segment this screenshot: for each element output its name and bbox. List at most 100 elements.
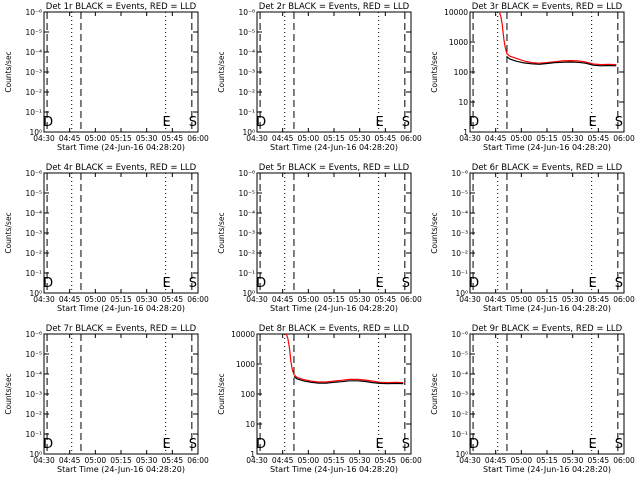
y-tick-label: 10⁻² bbox=[451, 249, 468, 258]
chart-panel: Det 3r BLACK = Events, RED = LLD 04:30 04:… bbox=[430, 2, 635, 152]
y-tick-label: 10⁻⁶ bbox=[25, 169, 42, 178]
y-axis-label: Counts/sec bbox=[217, 212, 226, 253]
plot-frame bbox=[469, 11, 625, 133]
x-tick-label: 04:30 bbox=[459, 456, 481, 465]
y-tick-label: 1000 bbox=[449, 38, 468, 47]
y-tick-label: 1000 bbox=[236, 360, 255, 369]
x-tick-label: 04:30 bbox=[459, 134, 481, 143]
x-tick-label: 05:30 bbox=[562, 134, 584, 143]
x-tick-label: 04:45 bbox=[59, 456, 81, 465]
x-axis-label: Start Time (24-Jun-16 04:28:20) bbox=[57, 304, 185, 313]
x-tick-label: 05:00 bbox=[511, 295, 533, 304]
time-marker-label: S bbox=[189, 276, 197, 291]
panel-title: Det 6r BLACK = Events, RED = LLD bbox=[472, 163, 623, 173]
y-tick-label: 10⁰ bbox=[242, 289, 255, 298]
x-tick-label: 05:30 bbox=[136, 456, 158, 465]
x-tick-label: 04:45 bbox=[59, 134, 81, 143]
x-tick-label: 05:45 bbox=[588, 134, 610, 143]
x-tick-label: 06:00 bbox=[400, 295, 422, 304]
time-marker-label: S bbox=[402, 437, 410, 452]
y-tick-label: 10⁻¹ bbox=[25, 269, 42, 278]
y-tick-label: 10⁻³ bbox=[25, 390, 42, 399]
y-tick-label: 10⁻⁶ bbox=[238, 169, 255, 178]
panel-title: Det 8r BLACK = Events, RED = LLD bbox=[259, 324, 410, 334]
x-axis-label: Start Time (24-Jun-16 04:28:20) bbox=[483, 465, 611, 474]
chart-panel: Det 9r BLACK = Events, RED = LLD 04:30 04:… bbox=[430, 324, 635, 474]
plot-frame bbox=[43, 172, 199, 294]
y-tick-label: 100 bbox=[241, 390, 256, 399]
x-tick-label: 05:00 bbox=[511, 134, 533, 143]
x-axis-label: Start Time (24-Jun-16 04:28:20) bbox=[483, 143, 611, 152]
panel-title: Det 1r BLACK = Events, RED = LLD bbox=[46, 2, 197, 12]
plot-frame bbox=[43, 333, 199, 455]
y-tick-label: 10⁻¹ bbox=[451, 269, 468, 278]
y-tick-label: 10 bbox=[458, 98, 468, 107]
time-marker-label: D bbox=[469, 115, 479, 130]
chart-panel: Det 1r BLACK = Events, RED = LLD 04:30 04:… bbox=[4, 2, 209, 152]
time-marker-label: E bbox=[163, 276, 171, 291]
time-marker-label: E bbox=[589, 437, 597, 452]
panel-title: Det 3r BLACK = Events, RED = LLD bbox=[472, 2, 623, 12]
y-tick-label: 10⁻⁵ bbox=[238, 28, 255, 37]
panel-title: Det 4r BLACK = Events, RED = LLD bbox=[46, 163, 197, 173]
x-tick-label: 04:45 bbox=[272, 295, 294, 304]
x-tick-label: 05:00 bbox=[298, 456, 320, 465]
y-tick-label: 10⁻⁴ bbox=[25, 370, 42, 379]
x-tick-label: 06:00 bbox=[187, 295, 209, 304]
series-line bbox=[506, 56, 617, 67]
y-axis-label: Counts/sec bbox=[4, 373, 13, 414]
y-tick-label: 10⁻⁵ bbox=[451, 189, 468, 198]
chart-panel: Det 6r BLACK = Events, RED = LLD 04:30 04:… bbox=[430, 163, 635, 313]
x-axis-label: Start Time (24-Jun-16 04:28:20) bbox=[483, 304, 611, 313]
y-axis-label: Counts/sec bbox=[430, 51, 439, 92]
y-tick-label: 10⁻⁵ bbox=[451, 350, 468, 359]
x-tick-label: 04:45 bbox=[485, 295, 507, 304]
plot-frame bbox=[256, 11, 412, 133]
time-marker-label: D bbox=[469, 437, 479, 452]
x-tick-label: 04:45 bbox=[59, 295, 81, 304]
x-tick-label: 05:00 bbox=[298, 134, 320, 143]
y-tick-label: 10⁻² bbox=[25, 410, 42, 419]
y-tick-label: 10⁻³ bbox=[451, 229, 468, 238]
x-tick-label: 06:00 bbox=[187, 456, 209, 465]
y-tick-label: 10⁻⁵ bbox=[238, 189, 255, 198]
y-tick-label: 10⁰ bbox=[29, 128, 42, 137]
time-marker-label: E bbox=[163, 437, 171, 452]
y-tick-label: 10⁻⁴ bbox=[451, 370, 468, 379]
x-tick-label: 05:45 bbox=[588, 456, 610, 465]
chart-panel: Det 2r BLACK = Events, RED = LLD 04:30 04:… bbox=[217, 2, 422, 152]
y-tick-label: 10 bbox=[245, 420, 255, 429]
x-axis-label: Start Time (24-Jun-16 04:28:20) bbox=[270, 143, 398, 152]
y-tick-label: 10⁻³ bbox=[25, 229, 42, 238]
x-tick-label: 05:45 bbox=[162, 295, 184, 304]
y-tick-label: 10⁻³ bbox=[238, 229, 255, 238]
panel-title: Det 9r BLACK = Events, RED = LLD bbox=[472, 324, 623, 334]
chart-panel: Det 7r BLACK = Events, RED = LLD 04:30 04:… bbox=[4, 324, 209, 474]
series-line bbox=[293, 376, 404, 385]
x-tick-label: 04:30 bbox=[459, 295, 481, 304]
x-tick-label: 06:00 bbox=[400, 456, 422, 465]
y-tick-label: 10⁻⁴ bbox=[451, 209, 468, 218]
plot-frame bbox=[256, 333, 412, 455]
y-tick-label: 10⁰ bbox=[29, 289, 42, 298]
y-tick-label: 10⁻⁴ bbox=[25, 48, 42, 57]
chart-panel: Det 4r BLACK = Events, RED = LLD 04:30 04:… bbox=[4, 163, 209, 313]
y-tick-label: 10⁻¹ bbox=[25, 108, 42, 117]
y-tick-label: 10⁻³ bbox=[451, 390, 468, 399]
time-marker-label: S bbox=[189, 437, 197, 452]
time-marker-label: E bbox=[376, 437, 384, 452]
series-line bbox=[285, 333, 404, 384]
x-tick-label: 05:00 bbox=[85, 134, 107, 143]
time-marker-label: D bbox=[43, 276, 53, 291]
y-axis-label: Counts/sec bbox=[4, 51, 13, 92]
y-tick-label: 10⁻¹ bbox=[238, 269, 255, 278]
time-marker-label: E bbox=[589, 276, 597, 291]
x-tick-label: 06:00 bbox=[613, 456, 635, 465]
x-tick-label: 05:00 bbox=[298, 295, 320, 304]
y-axis-label: Counts/sec bbox=[217, 373, 226, 414]
y-tick-label: 10⁻⁶ bbox=[238, 8, 255, 17]
y-tick-label: 10⁻⁵ bbox=[25, 189, 42, 198]
time-marker-label: D bbox=[256, 115, 266, 130]
x-tick-label: 06:00 bbox=[613, 134, 635, 143]
